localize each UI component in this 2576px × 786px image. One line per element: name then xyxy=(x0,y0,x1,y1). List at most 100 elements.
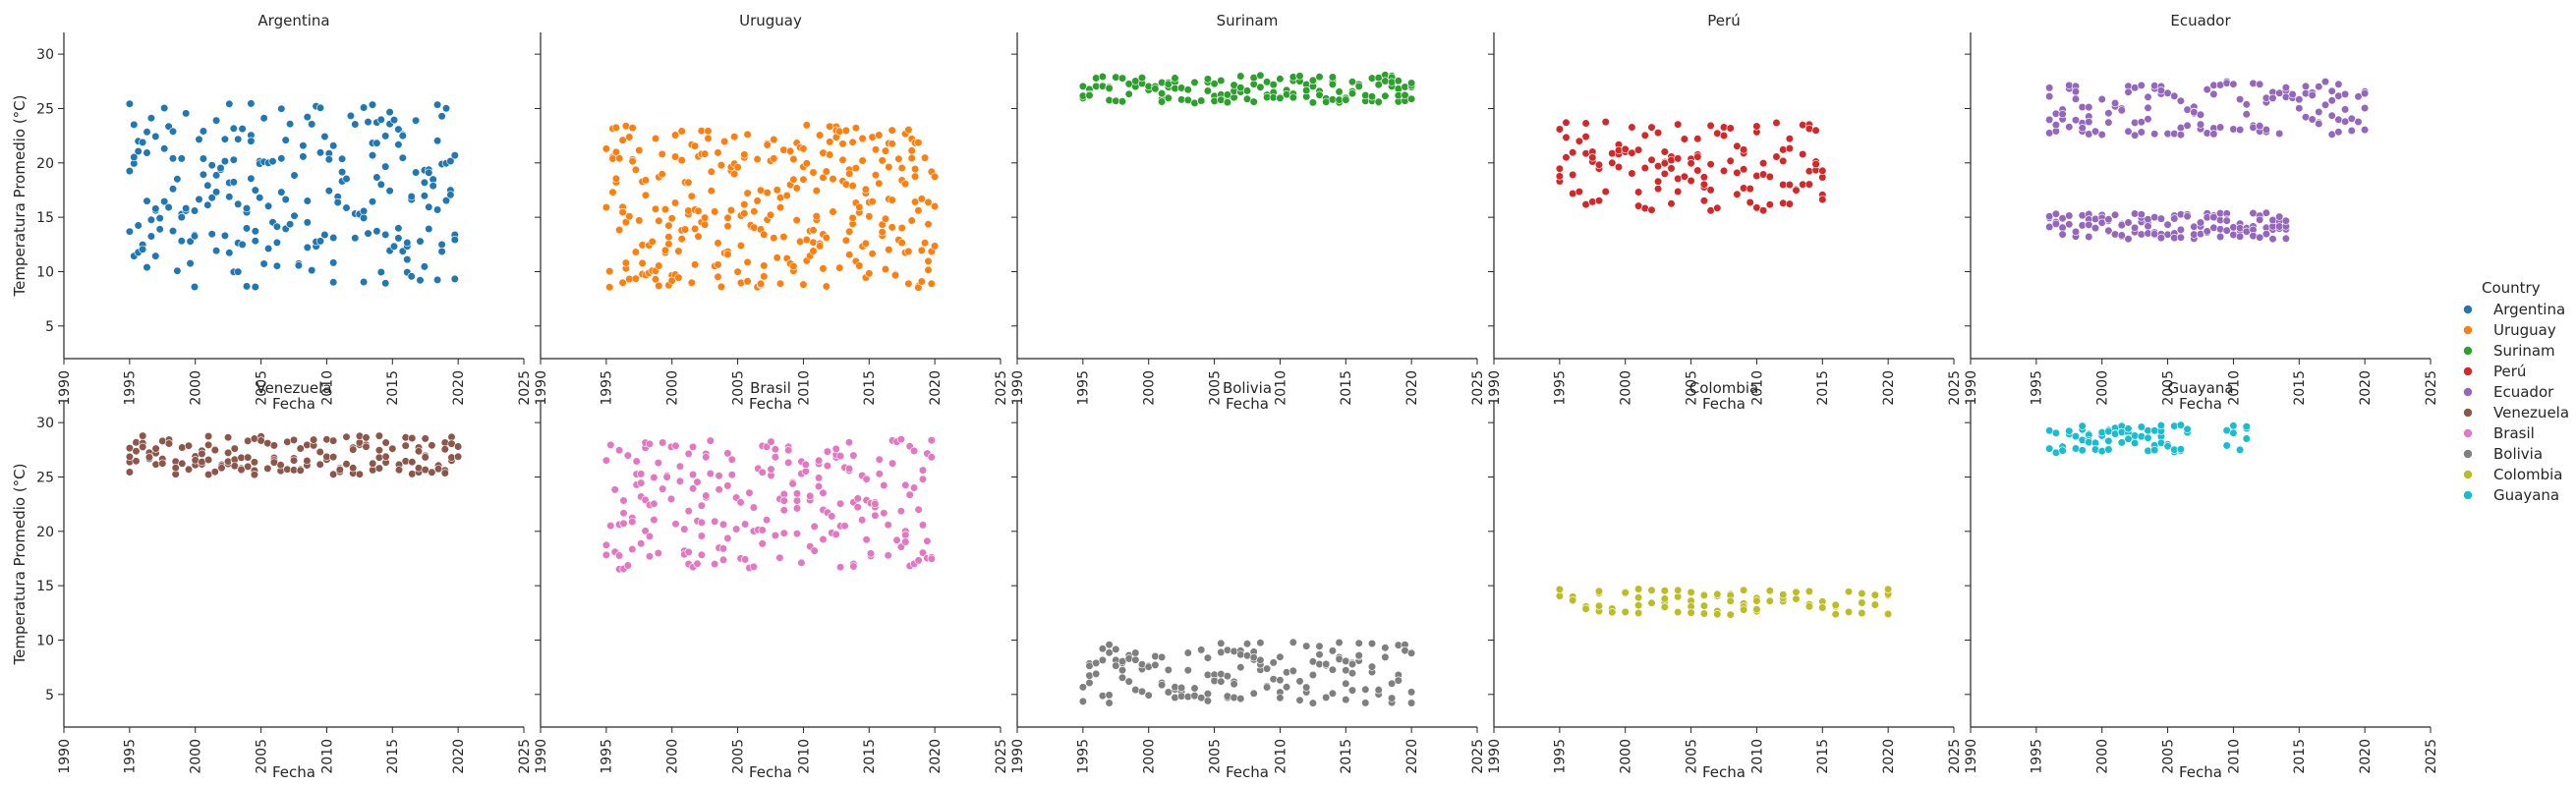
data-point xyxy=(861,239,871,248)
data-point xyxy=(2097,94,2106,104)
data-point xyxy=(2176,233,2185,242)
data-point xyxy=(2131,131,2140,140)
data-point xyxy=(2203,227,2211,236)
x-tick-label: 2025 xyxy=(1470,739,1486,774)
x-tick-label: 1995 xyxy=(123,370,139,406)
data-point xyxy=(256,194,264,202)
x-tick-label: 1995 xyxy=(2030,739,2045,774)
data-point xyxy=(454,452,463,461)
data-point xyxy=(1779,590,1788,599)
data-point xyxy=(416,276,425,285)
data-point xyxy=(1117,673,1127,682)
data-point xyxy=(2131,223,2140,232)
data-point xyxy=(619,519,628,528)
data-point xyxy=(849,562,858,571)
data-point xyxy=(349,464,358,473)
data-point xyxy=(303,218,312,227)
data-point xyxy=(155,214,164,223)
data-point xyxy=(1262,664,1272,673)
data-point xyxy=(2275,129,2284,139)
data-point xyxy=(917,277,926,286)
data-point xyxy=(1406,699,1416,707)
data-point xyxy=(1739,165,1748,174)
data-point xyxy=(2268,93,2277,102)
data-point xyxy=(658,484,667,493)
data-point xyxy=(2078,211,2087,220)
data-point xyxy=(372,173,381,182)
facet-panel-bolivia: Bolivia 1990 1995 2000 2005 2010 2015 2020 2025 F… xyxy=(1010,379,1486,781)
data-point xyxy=(914,556,923,565)
data-point xyxy=(421,434,429,443)
data-point xyxy=(2216,123,2225,132)
data-point xyxy=(658,170,666,179)
data-point xyxy=(1105,641,1114,649)
data-point xyxy=(178,443,187,452)
data-point xyxy=(1699,180,1708,189)
data-point xyxy=(212,171,221,180)
data-point xyxy=(143,148,151,157)
data-point xyxy=(2196,218,2205,227)
data-point xyxy=(1640,163,1649,173)
data-point xyxy=(623,561,633,570)
data-point xyxy=(1726,156,1735,165)
data-point xyxy=(917,195,926,203)
data-point xyxy=(733,163,742,172)
data-point xyxy=(1699,173,1708,182)
data-point xyxy=(762,516,772,525)
legend-label: Uruguay xyxy=(2493,321,2556,339)
data-point xyxy=(335,466,344,475)
data-point xyxy=(360,206,369,215)
data-point xyxy=(132,438,141,447)
data-point xyxy=(1858,608,1866,618)
data-point xyxy=(364,229,372,238)
data-point xyxy=(381,162,390,171)
data-point xyxy=(1347,686,1357,695)
x-tick-label: 2020 xyxy=(2358,739,2374,774)
data-point xyxy=(828,512,836,521)
data-point xyxy=(440,445,449,454)
data-point xyxy=(845,251,854,259)
data-point xyxy=(914,206,923,215)
data-point xyxy=(440,469,449,477)
data-point xyxy=(2071,227,2081,236)
data-point xyxy=(296,444,305,453)
data-point xyxy=(1733,168,1742,177)
y-tick-label: 10 xyxy=(36,633,54,648)
data-point xyxy=(736,278,746,288)
data-point xyxy=(268,157,277,166)
data-point xyxy=(263,464,272,474)
data-point xyxy=(914,139,923,147)
x-tick-label: 1995 xyxy=(600,370,615,406)
x-tick-label: 2020 xyxy=(1881,739,1897,774)
data-point xyxy=(650,499,658,508)
data-point xyxy=(264,201,273,210)
data-point xyxy=(917,246,926,254)
data-point xyxy=(841,126,851,135)
data-point xyxy=(632,457,641,466)
data-point xyxy=(716,282,726,292)
data-point xyxy=(1302,642,1311,650)
data-point xyxy=(1230,680,1238,689)
y-tick-label: 25 xyxy=(36,101,54,117)
data-point xyxy=(151,132,160,140)
data-point xyxy=(664,233,673,242)
data-point xyxy=(1347,89,1357,98)
data-point xyxy=(835,263,844,272)
data-point xyxy=(2078,124,2087,133)
data-point xyxy=(420,262,429,271)
data-point xyxy=(1562,118,1571,127)
data-point xyxy=(892,535,901,544)
data-point xyxy=(1818,603,1827,612)
data-point xyxy=(1381,652,1390,662)
data-point xyxy=(299,152,308,161)
data-point xyxy=(655,281,663,291)
data-point xyxy=(2347,126,2356,136)
x-tick-label: 2025 xyxy=(994,739,1009,774)
data-point xyxy=(700,149,710,158)
data-point xyxy=(743,277,752,286)
data-point xyxy=(789,261,798,271)
x-tick-label: 2010 xyxy=(319,739,335,774)
data-point xyxy=(2104,215,2113,224)
data-point xyxy=(1765,587,1774,595)
data-point xyxy=(1699,609,1708,618)
